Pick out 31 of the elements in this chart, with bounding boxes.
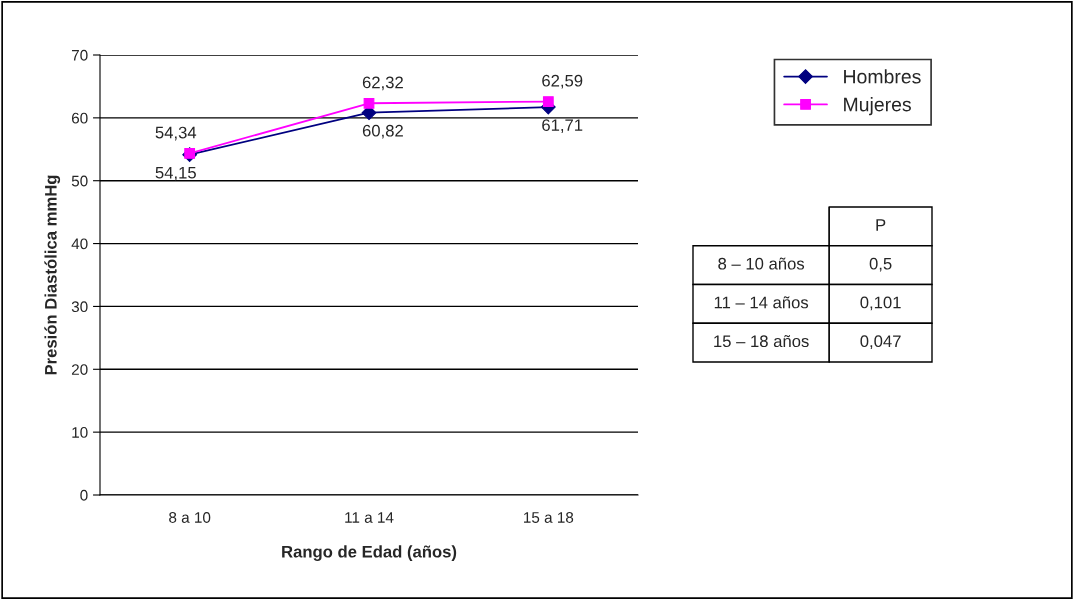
legend-label: Hombres: [844, 69, 921, 84]
data-label: 60,82: [362, 124, 403, 139]
y-tick-label: 40: [71, 238, 88, 250]
data-label: 54,34: [155, 126, 197, 141]
y-tick-label: 50: [71, 175, 88, 187]
x-tick-label: 8 a 10: [169, 512, 211, 523]
text: 0,101: [860, 296, 901, 311]
text: 8 – 10 años: [718, 257, 805, 270]
point: [363, 97, 375, 109]
text: 0,047: [860, 335, 901, 350]
text: 0,5: [869, 257, 892, 272]
y-tick-label: 70: [71, 49, 88, 61]
text: P: [876, 219, 886, 231]
y-tick-label: 20: [71, 364, 88, 375]
point: [184, 148, 196, 159]
x-tick-label: 11 a 14: [345, 512, 394, 523]
x-tick-label: 15 a 18: [524, 512, 574, 523]
text: 11 – 14 años: [714, 296, 809, 309]
y-tick-label: 60: [71, 112, 88, 124]
point: [542, 96, 554, 107]
text: 15 – 18 años: [714, 334, 809, 348]
legend-label: Mujeres: [844, 97, 911, 116]
x-axis-title: Rango de Edad (años): [282, 545, 457, 561]
data-label: 54,15: [155, 166, 196, 181]
y-tick-label: 30: [71, 301, 88, 313]
data-label: 61,71: [542, 119, 583, 133]
y-axis-title: Presión Diastólica mmHg: [44, 175, 61, 375]
data-label: 62,59: [542, 74, 583, 89]
y-tick-label: 0: [80, 489, 88, 501]
y-tick-label: 10: [72, 427, 88, 438]
data-label: 62,32: [362, 76, 403, 91]
